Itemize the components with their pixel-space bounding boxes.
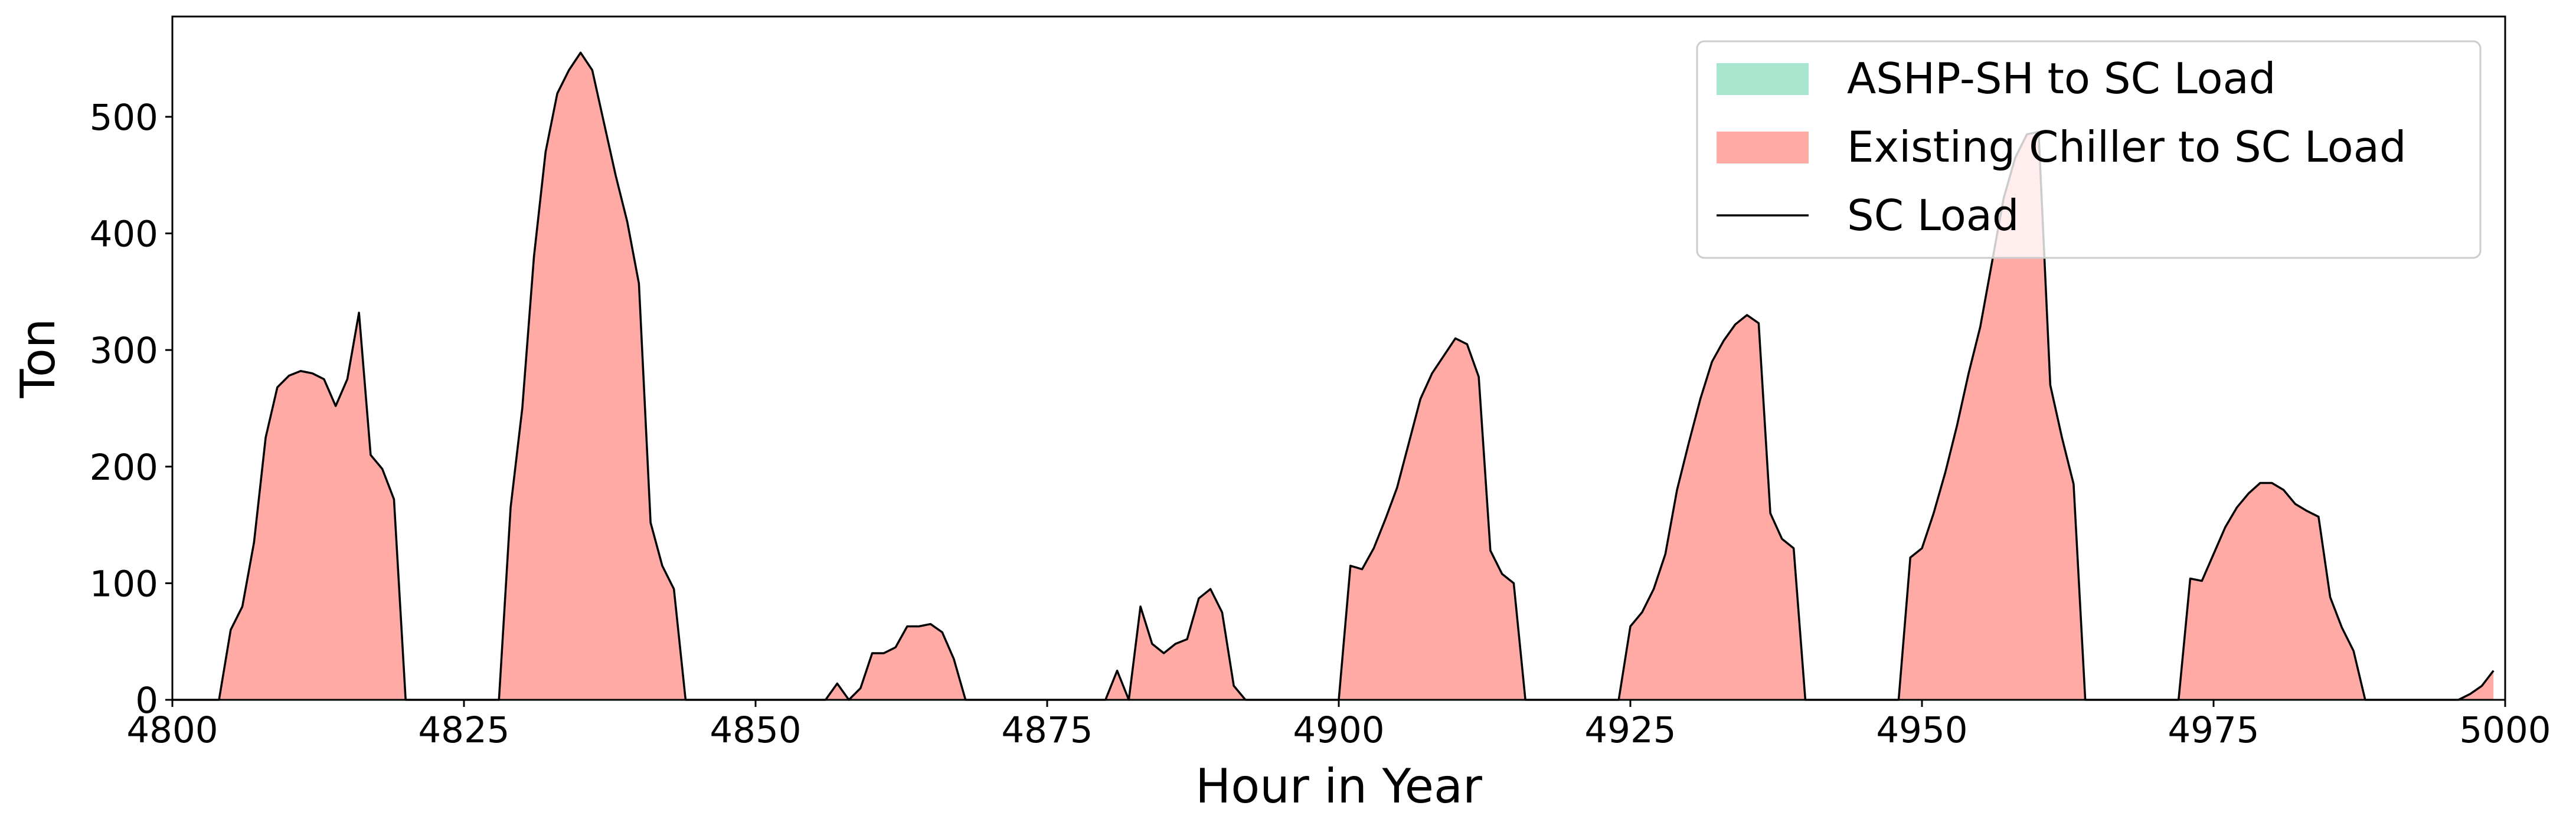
legend-label: Existing Chiller to SC Load	[1847, 122, 2407, 172]
legend-label: SC Load	[1847, 191, 2019, 240]
x-tick-label: 4925	[1584, 709, 1676, 751]
legend-label: ASHP-SH to SC Load	[1847, 54, 2276, 103]
x-tick-label: 4850	[710, 709, 801, 751]
y-tick-label: 0	[135, 680, 158, 722]
x-tick-label: 4875	[1001, 709, 1093, 751]
y-tick-label: 400	[90, 214, 158, 256]
legend-swatch	[1717, 132, 1809, 163]
y-axis-label: Ton	[11, 319, 66, 399]
x-tick-label: 4800	[126, 709, 218, 751]
x-tick-label: 4975	[2168, 709, 2259, 751]
x-tick-label: 5000	[2459, 709, 2551, 751]
y-tick-label: 500	[90, 97, 158, 139]
area	[172, 53, 2494, 700]
x-axis-label: Hour in Year	[1195, 759, 1482, 814]
y-tick-label: 300	[90, 330, 158, 372]
y-tick-label: 200	[90, 447, 158, 489]
x-tick-label: 4950	[1876, 709, 1967, 751]
legend-swatch	[1717, 63, 1809, 95]
x-tick-label: 4900	[1293, 709, 1384, 751]
legend-box	[1696, 40, 2482, 259]
y-tick-label: 100	[90, 563, 158, 605]
x-tick-label: 4825	[418, 709, 509, 751]
